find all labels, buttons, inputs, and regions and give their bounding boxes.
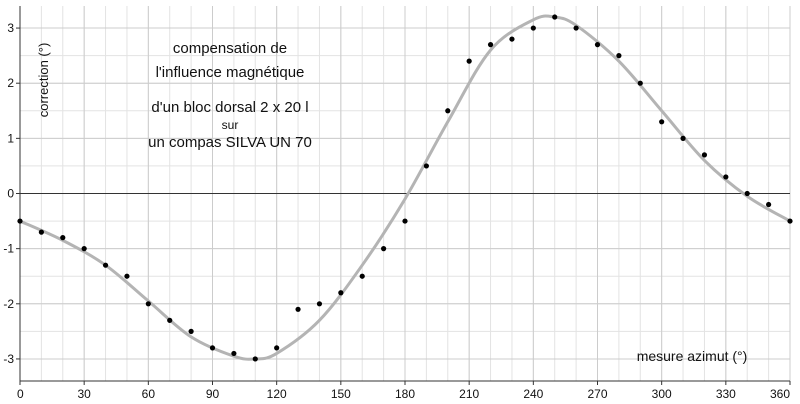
data-point xyxy=(787,218,793,224)
data-point xyxy=(680,135,686,141)
data-point xyxy=(60,235,66,241)
data-point xyxy=(381,246,387,252)
x-tick-label: 0 xyxy=(17,387,24,401)
y-tick-labels: -3 -2 -1 0 1 2 3 xyxy=(3,21,14,366)
data-point xyxy=(316,301,323,307)
data-point xyxy=(359,273,365,279)
data-point xyxy=(445,108,451,114)
x-tick-label: 300 xyxy=(652,387,672,401)
y-tick-label: -1 xyxy=(3,242,14,256)
data-point xyxy=(573,25,579,31)
annotation-line-4: sur xyxy=(221,118,239,132)
data-point xyxy=(81,246,87,252)
data-point xyxy=(17,218,23,224)
data-point xyxy=(616,53,622,59)
data-point xyxy=(423,163,429,169)
data-point xyxy=(102,262,109,268)
x-tick-label: 30 xyxy=(77,387,91,401)
x-tick-label: 120 xyxy=(267,387,287,401)
data-point xyxy=(252,356,258,362)
data-point xyxy=(188,328,194,334)
data-point xyxy=(744,190,750,197)
axes xyxy=(16,6,791,385)
data-point xyxy=(231,350,237,357)
x-tick-label: 270 xyxy=(587,387,607,401)
data-point xyxy=(487,42,494,48)
data-point xyxy=(637,80,643,86)
data-points xyxy=(17,14,793,362)
x-tick-label: 360 xyxy=(770,387,790,401)
data-point xyxy=(209,345,216,351)
annotation-line-1: compensation de xyxy=(172,40,288,57)
data-point xyxy=(145,301,151,307)
y-tick-label: -3 xyxy=(3,352,14,366)
data-point xyxy=(530,25,536,31)
annotation-line-2: l'influence magnétique xyxy=(155,64,305,81)
data-point xyxy=(274,345,280,351)
y-tick-label: 2 xyxy=(7,76,14,90)
data-point xyxy=(659,119,665,125)
x-axis-label: mesure azimut (°) xyxy=(637,348,748,364)
y-tick-label: -2 xyxy=(3,297,14,311)
data-point xyxy=(701,152,708,158)
y-tick-label: 0 xyxy=(7,187,14,201)
y-axis-label: correction (°) xyxy=(36,43,51,118)
data-point xyxy=(594,42,601,48)
data-point xyxy=(766,201,772,208)
y-tick-label: 1 xyxy=(7,131,14,145)
x-tick-label: 150 xyxy=(331,387,351,401)
x-tick-label: 60 xyxy=(142,387,156,401)
fit-curve xyxy=(19,14,791,361)
data-point xyxy=(295,306,301,312)
annotation-line-5: un compas SILVA UN 70 xyxy=(148,134,312,151)
x-tick-label: 240 xyxy=(523,387,543,401)
data-point xyxy=(509,36,515,42)
data-point xyxy=(124,273,130,279)
data-point xyxy=(167,317,173,323)
x-tick-label: 180 xyxy=(395,387,415,401)
data-point xyxy=(552,14,558,20)
x-tick-label: 90 xyxy=(206,387,220,401)
data-point xyxy=(38,229,44,235)
annotation-line-3: d'un bloc dorsal 2 x 20 l xyxy=(151,99,309,116)
x-tick-labels: 0 30 60 90 120 150 180 210 240 270 300 330 360 xyxy=(17,387,790,401)
data-point xyxy=(723,174,729,180)
data-point xyxy=(402,218,408,224)
x-tick-label: 210 xyxy=(459,387,479,401)
y-tick-label: 3 xyxy=(7,21,14,35)
data-point xyxy=(338,290,344,296)
x-tick-label: 330 xyxy=(716,387,736,401)
data-point xyxy=(466,58,472,64)
